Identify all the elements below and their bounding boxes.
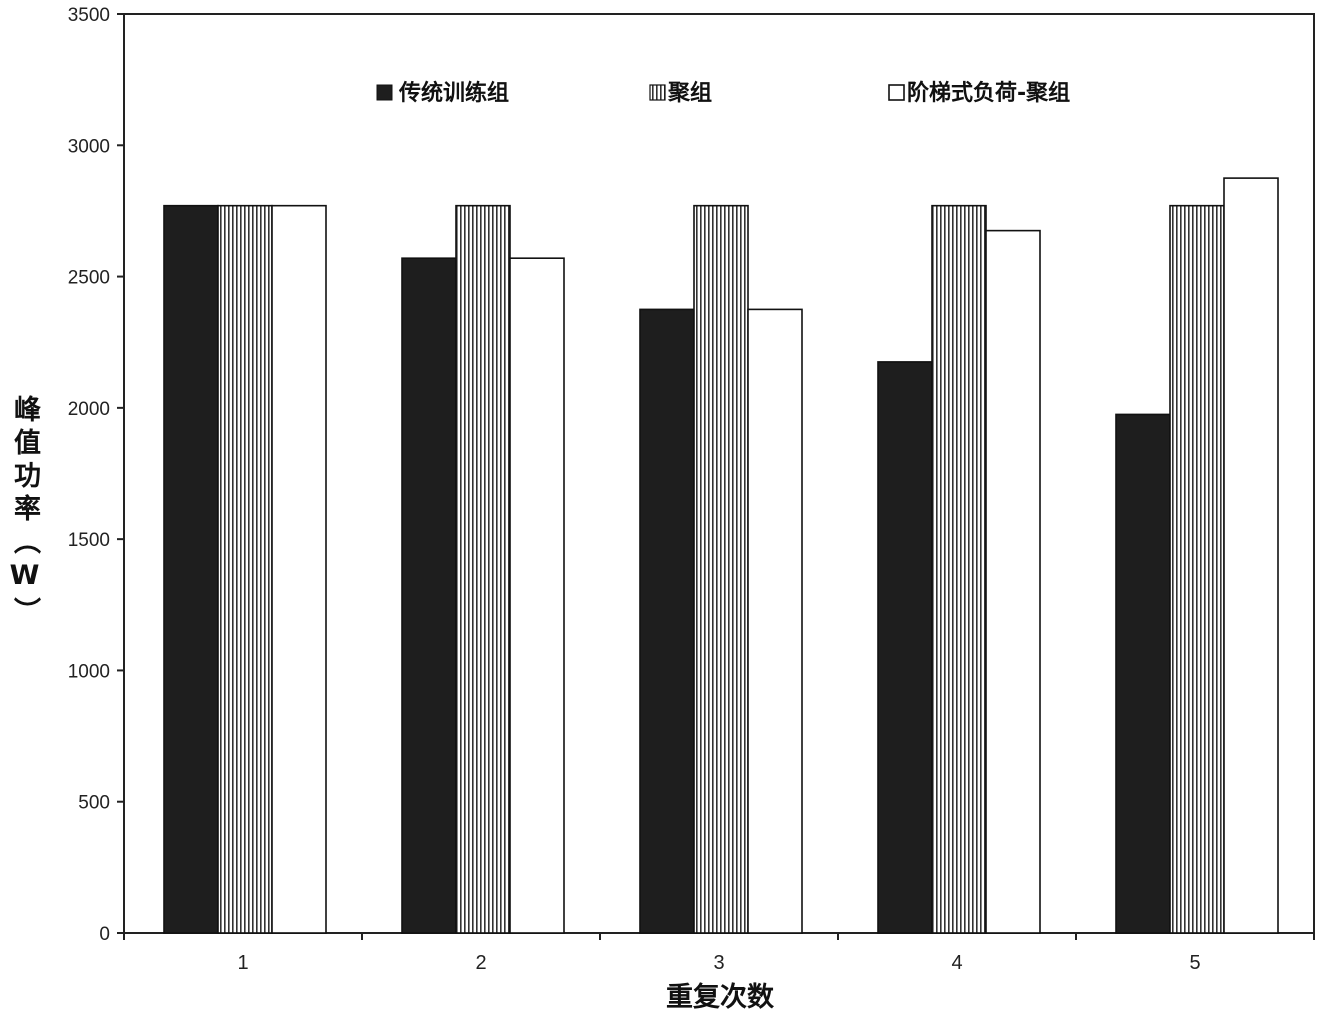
bar-series-2-cat-4 bbox=[931, 204, 987, 934]
x-tick-label: 2 bbox=[475, 952, 486, 974]
x-tick-label: 4 bbox=[951, 952, 962, 974]
legend-label-series-1: 传统训练组 bbox=[398, 80, 509, 106]
legend-label-series-3: 阶梯式负荷-聚组 bbox=[907, 80, 1070, 106]
bar-series-1-cat-1 bbox=[163, 204, 219, 934]
legend-label-series-2: 聚组 bbox=[667, 80, 712, 106]
y-tick-label: 0 bbox=[99, 924, 110, 945]
legend-swatch-series-2 bbox=[649, 84, 666, 101]
y-tick-label: 2500 bbox=[68, 268, 110, 289]
legend: 传统训练组 聚组 阶梯式负荷-聚组 bbox=[376, 80, 1070, 106]
bar-series-2-cat-1 bbox=[217, 204, 273, 934]
y-tick-label: 3000 bbox=[68, 136, 110, 157]
y-tick-label: 2000 bbox=[68, 399, 110, 420]
bar-series-2-cat-5 bbox=[1169, 204, 1225, 934]
bar-series-2-cat-3 bbox=[693, 204, 749, 934]
legend-swatch-series-1 bbox=[376, 84, 393, 101]
x-tick-label: 3 bbox=[713, 952, 724, 974]
y-tick-label: 500 bbox=[78, 793, 110, 814]
x-tick-label: 5 bbox=[1189, 952, 1200, 974]
legend-swatch-series-3 bbox=[888, 84, 905, 101]
y-axis-title: 峰值功率（W） bbox=[9, 395, 40, 630]
bar-series-3-cat-3 bbox=[747, 308, 803, 934]
bar-series-1-cat-3 bbox=[639, 308, 695, 934]
bar-series-1-cat-5 bbox=[1115, 413, 1171, 934]
bar-series-3-cat-2 bbox=[509, 257, 565, 934]
y-tick-label: 1500 bbox=[68, 530, 110, 551]
bar-series-3-cat-5 bbox=[1223, 177, 1279, 934]
x-axis-ticks: 1 2 3 4 5 bbox=[123, 933, 1315, 974]
bar-series-3-cat-1 bbox=[271, 204, 327, 934]
y-axis-ticks: 0 500 1000 1500 2000 2500 3000 3500 bbox=[68, 5, 124, 945]
y-tick-label: 3500 bbox=[68, 5, 110, 26]
bar-series-1-cat-2 bbox=[401, 257, 457, 934]
bar-series-2-cat-2 bbox=[455, 204, 511, 934]
y-tick-label: 1000 bbox=[68, 661, 110, 682]
bar-series-3-cat-4 bbox=[985, 229, 1041, 934]
bars bbox=[163, 177, 1279, 934]
x-tick-label: 1 bbox=[237, 952, 248, 974]
bar-series-1-cat-4 bbox=[877, 361, 933, 934]
x-axis-title: 重复次数 bbox=[666, 982, 775, 1013]
